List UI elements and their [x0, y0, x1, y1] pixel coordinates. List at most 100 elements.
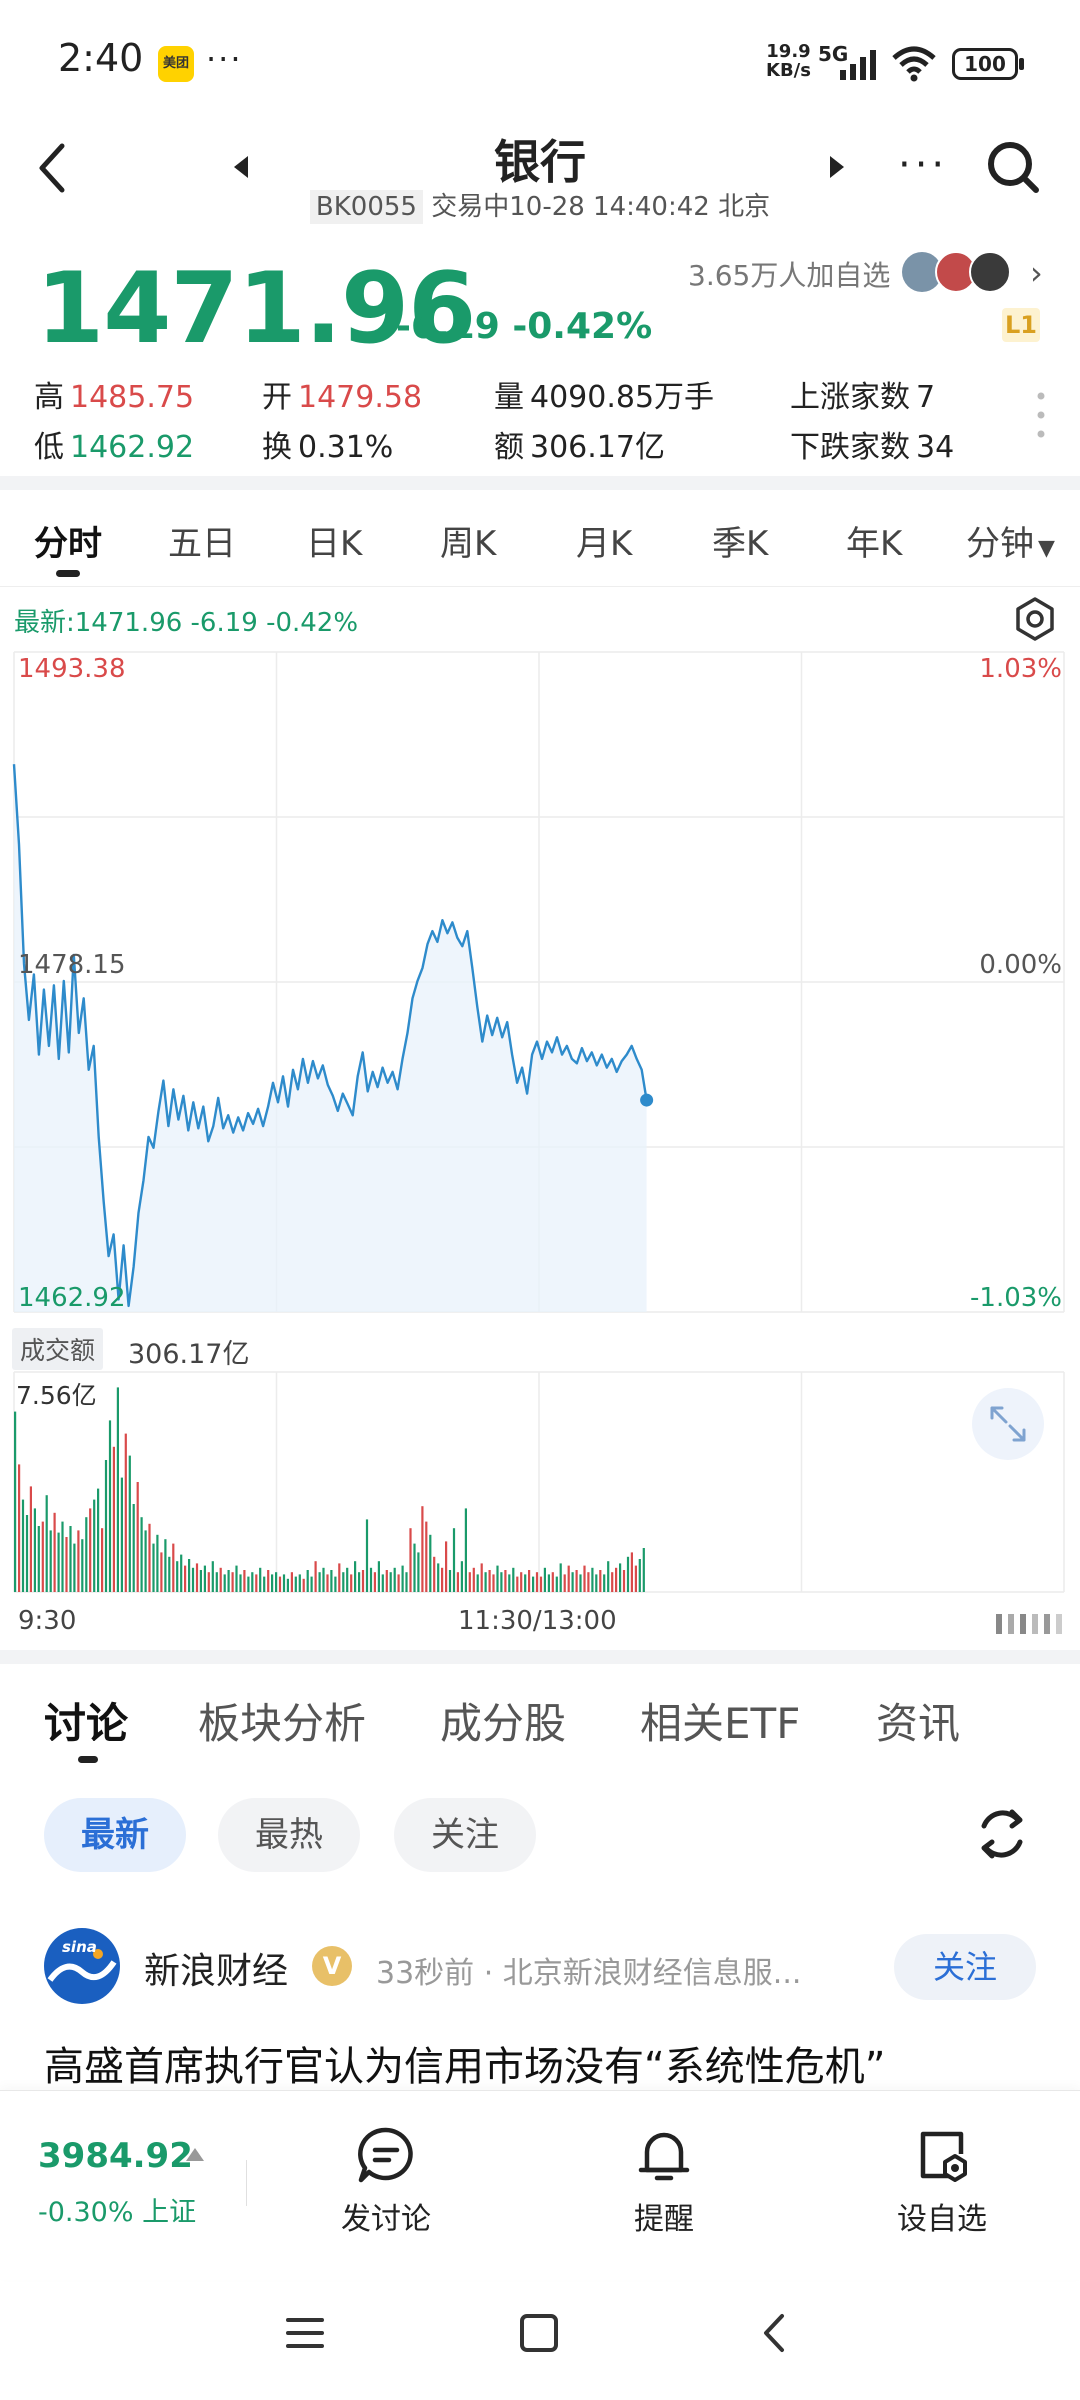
- volume-bar: [65, 1537, 68, 1592]
- volume-bar: [425, 1521, 428, 1592]
- net-speed-value: 19.9: [766, 41, 811, 62]
- volume-bar: [492, 1574, 495, 1592]
- tab-related-etf[interactable]: 相关ETF: [640, 1699, 801, 1748]
- volume-bar: [128, 1455, 131, 1592]
- index-change[interactable]: -0.30% 上证: [38, 2197, 197, 2228]
- volume-bar: [195, 1563, 199, 1592]
- tab-intraday[interactable]: 分时: [34, 524, 102, 564]
- next-sector-icon[interactable]: [830, 156, 844, 178]
- bottom-action-bar: [0, 2090, 1080, 2280]
- intraday-chart[interactable]: 1493.38 1478.15 1462.92 1.03% 0.00% -1.0…: [0, 646, 1080, 1646]
- expand-stats-icon[interactable]: [1036, 390, 1046, 440]
- tab-constituents[interactable]: 成分股: [440, 1699, 567, 1748]
- tab-minute-label: 分钟: [966, 524, 1034, 564]
- volume-bar: [397, 1574, 400, 1592]
- volume-bar: [361, 1570, 365, 1592]
- volume-bar: [468, 1572, 471, 1592]
- network-type: 5G: [818, 42, 849, 66]
- chart-settings-icon[interactable]: [1012, 596, 1058, 642]
- price-change: -6.19 -0.42%: [396, 306, 652, 347]
- volume-bar: [500, 1572, 503, 1592]
- volume-bar: [338, 1563, 341, 1592]
- volume-bar: [120, 1477, 123, 1592]
- filter-following[interactable]: 关注: [394, 1798, 536, 1872]
- volume-bar: [124, 1433, 127, 1592]
- index-price[interactable]: 3984.92: [38, 2136, 193, 2176]
- more-menu-icon[interactable]: ···: [898, 142, 949, 188]
- level1-badge[interactable]: L1: [1002, 308, 1040, 342]
- index-toggle-icon[interactable]: [186, 2148, 204, 2161]
- page-title: 银行: [494, 135, 586, 189]
- follower-avatars[interactable]: [900, 250, 1020, 294]
- last-price-dot: [640, 1093, 654, 1107]
- volume-total: 306.17亿: [128, 1339, 250, 1370]
- volume-bar: [595, 1574, 598, 1592]
- volume-bar: [520, 1572, 523, 1592]
- volume-bar: [306, 1570, 309, 1592]
- meituan-app-icon: 美团: [158, 46, 194, 82]
- volume-bar: [571, 1572, 574, 1592]
- tab-minute[interactable]: 分钟 ▼: [966, 516, 1055, 565]
- home-nav-icon[interactable]: [516, 2310, 562, 2356]
- volume-bar: [484, 1572, 487, 1592]
- volume-bar: [480, 1563, 483, 1592]
- stat-high: 高 1485.75: [34, 380, 195, 415]
- volume-bar: [112, 1446, 115, 1592]
- page-subtitle: BK0055 交易中10-28 14:40:42 北京: [0, 186, 1080, 224]
- tab-sector-analysis[interactable]: 板块分析: [198, 1699, 367, 1748]
- chevron-down-icon: ▼: [1038, 536, 1055, 561]
- y-max-label: 1493.38: [18, 654, 126, 684]
- volume-bar: [456, 1572, 459, 1592]
- news-source[interactable]: 新浪财经: [144, 1951, 289, 1992]
- prev-sector-icon[interactable]: [234, 156, 248, 178]
- filter-latest[interactable]: 最新: [44, 1798, 186, 1872]
- volume-bar: [53, 1512, 56, 1592]
- sina-logo[interactable]: sina: [44, 1928, 120, 2004]
- tab-weekly-k[interactable]: 周K: [440, 524, 497, 564]
- volume-bar: [373, 1572, 376, 1592]
- alert-button[interactable]: 提醒: [574, 2124, 754, 2238]
- volume-bar: [275, 1572, 278, 1592]
- tab-yearly-k[interactable]: 年K: [846, 524, 903, 564]
- volume-bar: [512, 1567, 515, 1592]
- filter-hottest[interactable]: 最热: [218, 1798, 360, 1872]
- fullscreen-button[interactable]: [972, 1388, 1044, 1460]
- tab-quarterly-k[interactable]: 季K: [712, 524, 769, 564]
- volume-bar: [37, 1526, 40, 1592]
- status-time: 2:40: [58, 36, 144, 80]
- volume-bar: [429, 1534, 432, 1592]
- watchlist-count[interactable]: 3.65万人加自选: [688, 259, 891, 292]
- search-icon[interactable]: [984, 138, 1044, 198]
- add-watchlist-button[interactable]: 设自选: [852, 2124, 1032, 2238]
- volume-bar: [314, 1561, 317, 1592]
- back-nav-icon[interactable]: [752, 2310, 798, 2356]
- volume-max-label: 7.56亿: [16, 1381, 97, 1410]
- volume-bar: [45, 1495, 48, 1592]
- tab-daily-k[interactable]: 日K: [306, 524, 363, 564]
- refresh-icon[interactable]: [972, 1804, 1032, 1864]
- y-mid-label: 1478.15: [18, 950, 126, 980]
- tab-news[interactable]: 资讯: [876, 1699, 961, 1748]
- tab-five-day[interactable]: 五日: [168, 524, 236, 564]
- volume-bar: [460, 1561, 463, 1592]
- volume-bar: [219, 1567, 222, 1592]
- volume-bar: [271, 1574, 274, 1592]
- volume-bar: [326, 1574, 329, 1592]
- volume-bar: [263, 1576, 266, 1592]
- back-arrow-icon[interactable]: [28, 138, 78, 198]
- chevron-right-icon[interactable]: ›: [1030, 254, 1043, 292]
- follow-button[interactable]: 关注: [894, 1934, 1036, 2000]
- volume-bar: [235, 1565, 238, 1592]
- volume-bar: [413, 1543, 416, 1592]
- volume-bar: [93, 1499, 96, 1592]
- post-discussion-button[interactable]: 发讨论: [296, 2124, 476, 2238]
- menu-nav-icon[interactable]: [282, 2310, 328, 2356]
- volume-bar: [445, 1541, 448, 1592]
- stat-amount: 额 306.17亿: [494, 430, 665, 465]
- add-watchlist-label: 设自选: [897, 2202, 987, 2237]
- news-title[interactable]: 高盛首席执行官认为信用市场没有“系统性危机”: [44, 2044, 886, 2090]
- volume-bar: [575, 1570, 578, 1592]
- tab-monthly-k[interactable]: 月K: [576, 524, 633, 564]
- stat-low: 低 1462.92: [34, 430, 195, 465]
- tab-discussion[interactable]: 讨论: [44, 1699, 129, 1748]
